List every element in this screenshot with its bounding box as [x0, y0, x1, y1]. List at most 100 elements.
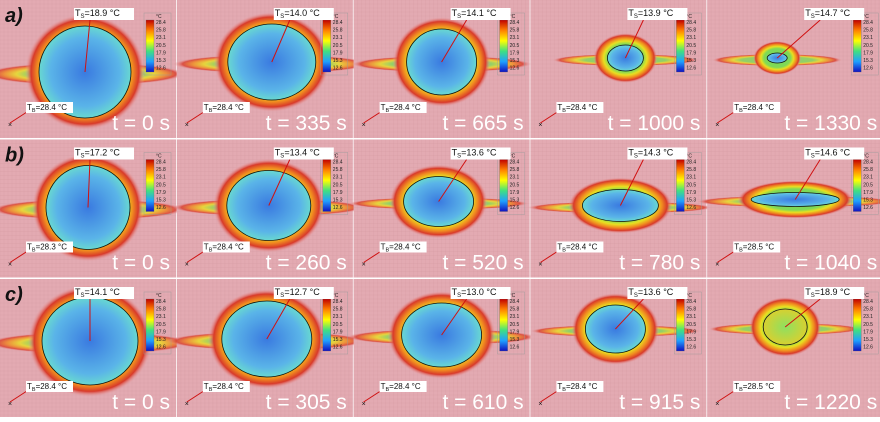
thermal-panel: °C28.425.823.120.517.915.312.6TS=14.3 °C…: [527, 140, 713, 278]
colorbar-tick: 20.5: [686, 182, 696, 188]
colorbar-tick: 12.6: [686, 205, 696, 211]
tb-marker: ×: [185, 262, 189, 269]
thermal-panel: °C28.425.823.120.517.915.312.6TS=17.2 °C…: [0, 140, 185, 278]
colorbar-tick: 17.9: [686, 329, 696, 335]
colorbar-tick: 15.3: [863, 198, 873, 204]
colorbar-tick: 28.4: [510, 160, 520, 166]
colorbar-tick: 25.8: [333, 28, 343, 34]
colorbar-tick: 20.5: [686, 322, 696, 328]
tb-value: =28.3 °C: [36, 243, 68, 252]
colorbar-tick: 20.5: [863, 182, 873, 188]
colorbar-tick: 12.6: [863, 345, 873, 351]
colorbar-tick: 28.4: [686, 299, 696, 305]
time-label: t = 1220 s: [784, 391, 877, 414]
colorbar-tick: 20.5: [333, 182, 343, 188]
colorbar: [500, 20, 508, 72]
time-label: t = 0 s: [112, 252, 170, 275]
colorbar: [323, 160, 331, 212]
colorbar-tick: 17.9: [156, 329, 166, 335]
thermal-panel: °C28.425.823.120.517.915.312.6TS=18.9 °C…: [0, 0, 186, 138]
tb-marker: ×: [715, 401, 719, 408]
colorbar: [500, 299, 508, 351]
colorbar: [323, 299, 331, 351]
thermal-panel: °C28.425.823.120.517.915.312.6TS=14.7 °C…: [707, 0, 880, 138]
colorbar-tick: 17.9: [686, 50, 696, 56]
ts-value: =14.3 °C: [638, 148, 674, 158]
colorbar-tick: 23.1: [686, 314, 696, 320]
colorbar-tick: 17.9: [686, 190, 696, 196]
ts-value: =14.1 °C: [461, 8, 497, 18]
colorbar-tick: 15.3: [686, 337, 696, 343]
colorbar-tick: 25.8: [510, 167, 520, 173]
row-label: c): [5, 284, 23, 306]
colorbar-tick: 17.9: [863, 329, 873, 335]
droplet: [228, 24, 316, 100]
colorbar-tick: 23.1: [156, 35, 166, 41]
colorbar-tick: 17.9: [156, 190, 166, 196]
tb-marker: ×: [538, 262, 542, 269]
tb-value: =28.4 °C: [566, 243, 598, 252]
colorbar-tick: 17.9: [510, 329, 520, 335]
tb-marker: ×: [185, 122, 189, 129]
droplet: [222, 301, 312, 377]
tb-marker: ×: [538, 401, 542, 408]
colorbar-tick: 20.5: [333, 322, 343, 328]
colorbar-tick: 20.5: [510, 182, 520, 188]
colorbar-tick: 23.1: [333, 314, 343, 320]
colorbar: [853, 20, 861, 72]
colorbar-tick: 25.8: [686, 307, 696, 313]
thermal-panel: °C28.425.823.120.517.915.312.6TS=14.1 °C…: [0, 279, 193, 417]
colorbar: [146, 160, 154, 212]
ts-value: =14.7 °C: [815, 8, 851, 18]
tb-value: =28.5 °C: [743, 243, 775, 252]
colorbar-tick: 17.9: [863, 50, 873, 56]
colorbar-tick: 12.6: [510, 205, 520, 211]
droplet: [227, 171, 311, 241]
colorbar: [853, 160, 861, 212]
time-label: t = 915 s: [619, 391, 700, 414]
thermal-panel: °C28.425.823.120.517.915.312.6TS=14.0 °C…: [173, 0, 371, 138]
colorbar-tick: 25.8: [863, 307, 873, 313]
colorbar-tick: 25.8: [863, 167, 873, 173]
colorbar-tick: 23.1: [686, 35, 696, 41]
colorbar-tick: 15.3: [510, 58, 520, 64]
colorbar-tick: 12.6: [333, 345, 343, 351]
colorbar-tick: 17.9: [333, 329, 343, 335]
colorbar-tick: 12.6: [863, 66, 873, 72]
time-label: t = 1330 s: [784, 112, 877, 135]
tb-value: =28.4 °C: [212, 382, 244, 391]
tb-value: =28.4 °C: [389, 103, 421, 112]
tb-marker: ×: [8, 401, 12, 408]
colorbar-tick: 20.5: [510, 322, 520, 328]
colorbar-tick: 20.5: [863, 322, 873, 328]
row-label: a): [5, 5, 23, 27]
colorbar-tick: 23.1: [510, 35, 520, 41]
colorbar: [676, 20, 684, 72]
colorbar-tick: 17.9: [333, 50, 343, 56]
colorbar-tick: 25.8: [333, 167, 343, 173]
colorbar-tick: 28.4: [686, 160, 696, 166]
tb-marker: ×: [538, 122, 542, 129]
colorbar-tick: 28.4: [156, 20, 166, 26]
colorbar-tick: 20.5: [156, 182, 166, 188]
colorbar-tick: 25.8: [510, 307, 520, 313]
tb-value: =28.4 °C: [389, 243, 421, 252]
colorbar-tick: 12.6: [510, 345, 520, 351]
colorbar-tick: 25.8: [510, 28, 520, 34]
colorbar-tick: 12.6: [156, 345, 166, 351]
colorbar-tick: 15.3: [156, 337, 166, 343]
tb-value: =28.4 °C: [566, 382, 598, 391]
ts-value: =17.2 °C: [85, 148, 121, 158]
colorbar-tick: 25.8: [686, 28, 696, 34]
thermal-panel: °C28.425.823.120.517.915.312.6TS=13.6 °C…: [530, 279, 706, 417]
colorbar-tick: 23.1: [156, 175, 166, 181]
ts-value: =13.6 °C: [461, 148, 497, 158]
time-label: t = 335 s: [266, 112, 347, 135]
tb-marker: ×: [715, 262, 719, 269]
colorbar-tick: 23.1: [510, 314, 520, 320]
tb-marker: ×: [8, 262, 12, 269]
colorbar-tick: 15.3: [510, 198, 520, 204]
tb-value: =28.5 °C: [743, 382, 775, 391]
time-label: t = 665 s: [442, 112, 523, 135]
tb-value: =28.4 °C: [36, 382, 68, 391]
